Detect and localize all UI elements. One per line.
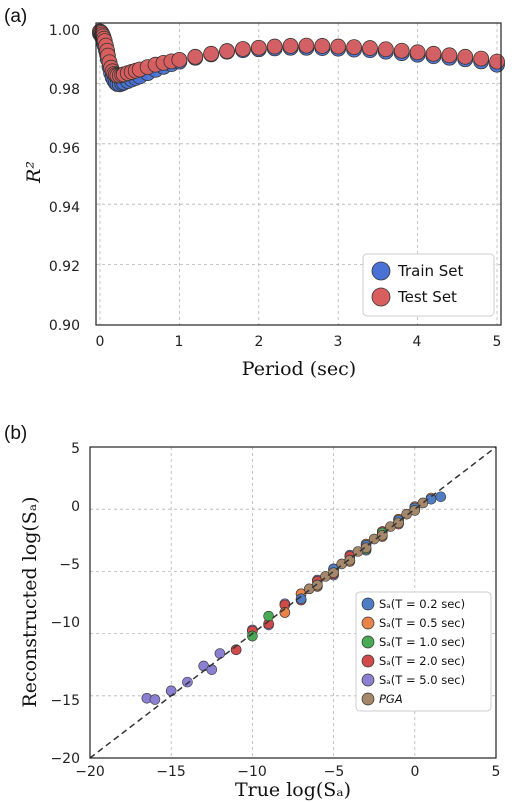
legend-label-train: Train Set (397, 262, 464, 280)
panel-a-xtick-label: 4 (413, 334, 422, 350)
legend-marker-train (371, 261, 391, 281)
pga-point (328, 567, 339, 578)
panel-a-xtick-label: 2 (255, 334, 264, 350)
test-set-point (266, 38, 283, 55)
panel-b-plot-frame (89, 446, 497, 759)
test-set-point (425, 45, 442, 62)
test-set-point (203, 45, 220, 62)
sa-1-0-point (263, 610, 274, 622)
test-set-point (314, 38, 331, 54)
pga-point (312, 579, 323, 591)
panel-a-xtick-label: 3 (334, 334, 343, 350)
panel-b-xtick-label: −10 (237, 764, 267, 780)
panel-a-points (92, 23, 505, 93)
panel-a-x-axis-label: Period (sec) (242, 358, 356, 380)
test-set-point (409, 44, 426, 61)
panel-b-ytick-label: −20 (50, 751, 80, 767)
test-set-point (187, 48, 204, 65)
legend-marker-sa-0-5 (361, 616, 375, 630)
sa-5-0-point (206, 664, 218, 675)
legend-marker-pga (361, 692, 375, 706)
legend-label-sa-1-0: Sₐ(T = 1.0 sec) (379, 635, 465, 649)
panel-a-ytick-label: 0.92 (49, 259, 80, 275)
panel-b-xtick-label: 0 (411, 764, 420, 780)
legend-marker-sa-1-0 (361, 635, 375, 649)
panel-b-legend: Sₐ(T = 0.2 sec) Sₐ(T = 0.5 sec) Sₐ(T = 1… (355, 591, 492, 712)
panel-a-xtick-label: 5 (493, 334, 502, 350)
sa-0-2-point (435, 491, 447, 503)
panel-b-xtick-label: −15 (156, 764, 186, 780)
panel-label-b: (b) (4, 423, 27, 444)
panel-a-xtick-labels: 0 1 2 3 4 5 (96, 334, 502, 350)
panel-b-ytick-labels: −20 −15 −10 −5 0 5 (50, 441, 80, 767)
test-set-point (473, 50, 490, 67)
legend-label-sa-0-2: Sₐ(T = 0.2 sec) (379, 597, 465, 611)
panel-a-y-axis-label: R² (23, 161, 45, 184)
panel-a-legend: Train Set Test Set (362, 253, 495, 317)
test-set-point (457, 48, 474, 65)
panel-b-legend-box (355, 591, 492, 712)
panel-b-xtick-labels: −20 −15 −10 −5 0 5 (75, 764, 500, 780)
test-set-point (489, 53, 505, 70)
test-set-point (441, 47, 458, 64)
test-set-point (282, 38, 299, 54)
panel-a-ytick-label: 1.00 (49, 23, 80, 39)
legend-marker-sa-0-2 (361, 597, 375, 611)
legend-label-pga: PGA (379, 692, 403, 706)
panel-a-plot-frame (95, 22, 502, 326)
sa-5-0-point (182, 676, 193, 688)
panel-a-ytick-label: 0.96 (49, 141, 80, 157)
test-set-point (235, 41, 251, 57)
test-set-point (330, 38, 347, 55)
panel-a-xtick-label: 1 (175, 334, 184, 350)
panel-a-ytick-label: 0.90 (49, 318, 80, 334)
legend-label-sa-0-5: Sₐ(T = 0.5 sec) (379, 616, 465, 630)
panel-b-ytick-label: 5 (71, 441, 80, 457)
test-set-point (298, 37, 315, 54)
panel-b-xtick-label: −5 (324, 764, 345, 780)
legend-marker-sa-5-0 (361, 673, 375, 687)
legend-label-sa-5-0: Sₐ(T = 5.0 sec) (379, 673, 465, 687)
panel-a-ytick-label: 0.98 (49, 82, 80, 98)
panel-a-ytick-label: 0.94 (49, 200, 80, 216)
legend-marker-test (371, 287, 391, 307)
sa-1-0-point (247, 630, 258, 642)
sa-0-2-point (295, 593, 307, 605)
panel-label-a: (a) (4, 6, 27, 27)
panel-a-xtick-label: 0 (96, 334, 105, 350)
legend-marker-sa-2-0 (361, 654, 375, 668)
test-set-point (393, 42, 410, 59)
panel-b-ytick-label: −10 (50, 615, 80, 631)
sa-5-0-point (214, 648, 226, 659)
panel-b-y-axis-label: Reconstructed log(Sₐ) (19, 496, 41, 707)
test-set-point (362, 40, 378, 56)
panel-a-legend-box (362, 253, 495, 317)
panel-b-ytick-label: −15 (50, 693, 80, 709)
sa-5-0-point (165, 685, 177, 697)
test-set-point (219, 43, 235, 59)
test-set-point (250, 39, 267, 56)
test-set-point (377, 41, 394, 58)
panel-b-xtick-label: −20 (75, 764, 105, 780)
panel-b-ytick-label: −5 (59, 557, 80, 573)
panel-a-ytick-labels: 0.90 0.92 0.94 0.96 0.98 1.00 (49, 23, 80, 334)
test-set-point (171, 51, 188, 68)
identity-reference-line (89, 446, 497, 759)
legend-label-test: Test Set (397, 288, 457, 306)
test-set-point (346, 39, 362, 56)
legend-label-sa-2-0: Sₐ(T = 2.0 sec) (379, 654, 465, 668)
panel-b-ytick-label: 0 (71, 499, 80, 515)
panel-b-x-axis-label: True log(Sₐ) (235, 779, 351, 801)
sa-5-0-point (149, 694, 161, 705)
panel-b-xtick-label: 5 (492, 764, 501, 780)
